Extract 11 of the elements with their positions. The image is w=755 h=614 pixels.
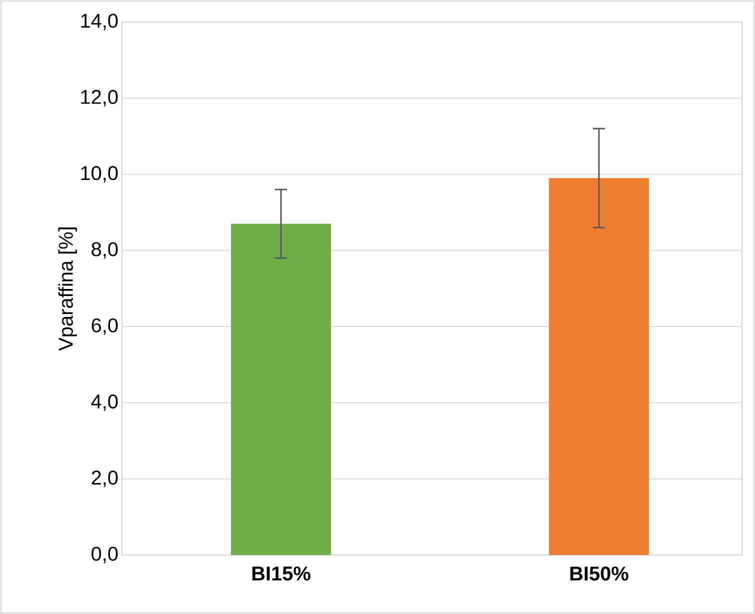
x-tick-label: BI50% [570, 566, 628, 581]
y-tick-label: 12,0 [81, 90, 118, 106]
x-tick-label: BI15% [252, 566, 310, 581]
y-tick-label: 10,0 [81, 166, 118, 182]
y-tick-label: 4,0 [91, 394, 118, 411]
y-tick-label: 6,0 [92, 318, 118, 335]
y-tick-label: 0,0 [92, 546, 118, 564]
y-axis-title: Vparaffina [%] [58, 228, 77, 351]
y-tick-label: 2,0 [92, 470, 118, 488]
y-tick-label: 14,0 [81, 14, 118, 30]
y-tick-label: 8,0 [92, 242, 118, 259]
